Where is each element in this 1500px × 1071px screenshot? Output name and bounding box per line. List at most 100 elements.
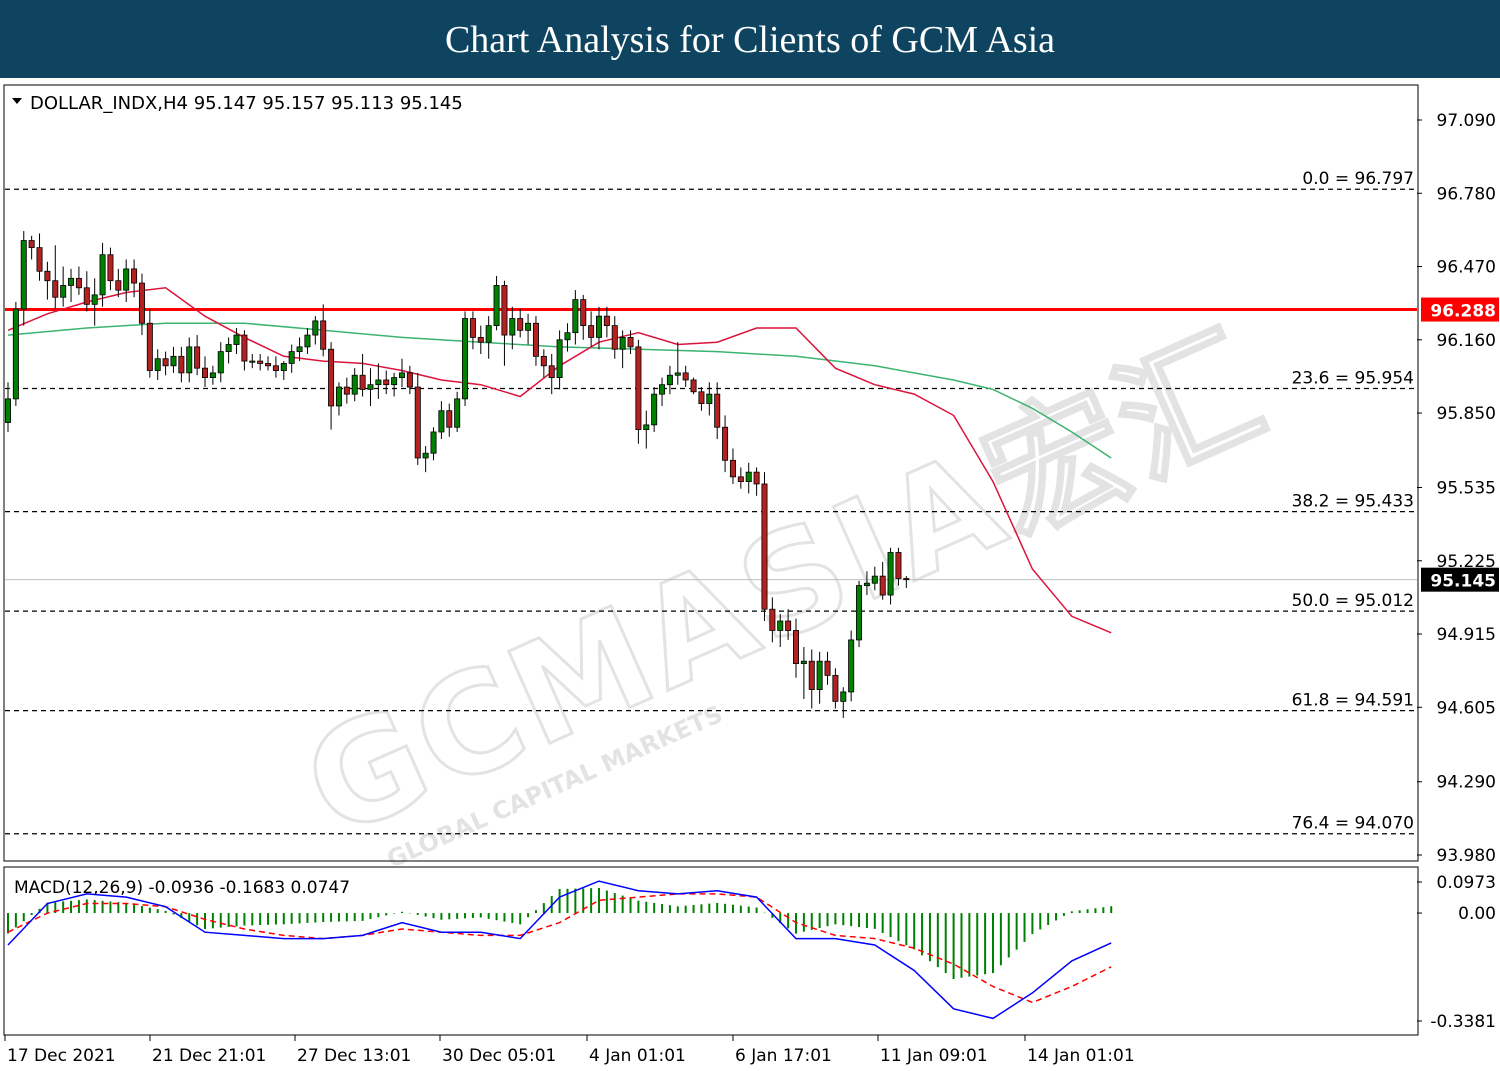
banner xyxy=(0,0,1500,78)
candle-body xyxy=(879,575,886,596)
fib-label: 50.0 = 95.012 xyxy=(1292,591,1414,611)
time-axis: 17 Dec 2021 21 Dec 21:01 27 Dec 13:01 30 De… xyxy=(4,1035,1135,1066)
candle-body xyxy=(28,240,35,249)
fib-label: 23.6 = 95.954 xyxy=(1292,368,1414,388)
time-tick-label: 17 Dec 2021 xyxy=(7,1046,116,1066)
macd-tick-label: 0.00 xyxy=(1458,904,1496,924)
candle-body xyxy=(832,674,839,702)
candle-body xyxy=(328,348,335,407)
candle-body xyxy=(99,254,106,296)
candle-body xyxy=(367,384,374,390)
candle-body xyxy=(816,660,823,690)
candle-body xyxy=(91,294,98,305)
candle-body xyxy=(706,393,713,405)
candle-body xyxy=(690,379,697,393)
time-tick-label: 11 Jan 09:01 xyxy=(880,1046,988,1066)
candle-body xyxy=(745,471,752,482)
time-tick-label: 30 Dec 05:01 xyxy=(442,1046,556,1066)
candle-body xyxy=(666,374,673,386)
candle-body xyxy=(194,346,201,369)
candle-body xyxy=(777,620,784,631)
candle-body xyxy=(186,346,193,374)
candle-body xyxy=(564,332,571,341)
candle-body xyxy=(493,285,500,327)
candle-body xyxy=(68,277,75,286)
candle-body xyxy=(540,355,547,367)
price-panel-frame xyxy=(3,84,1419,862)
fib-label: 76.4 = 94.070 xyxy=(1292,814,1414,834)
resistance-price-tag xyxy=(1421,297,1499,322)
resistance-price-label: 96.288 xyxy=(1430,302,1496,322)
macd-label: MACD(12,26,9) -0.0936 -0.1683 0.0747 xyxy=(14,878,350,898)
candle-body xyxy=(887,552,894,596)
candle-body xyxy=(296,346,303,353)
price-tick-label: 93.980 xyxy=(1437,846,1496,866)
candle-body xyxy=(477,337,484,343)
candle-body xyxy=(840,691,847,702)
fibonacci-levels: 0.0 = 96.797 23.6 = 95.954 38.2 = 95.433 50… xyxy=(5,169,1417,835)
candle-body xyxy=(36,247,43,272)
chart-dropdown-icon[interactable] xyxy=(12,98,22,104)
candle-body xyxy=(532,322,539,357)
candle-body xyxy=(375,379,382,386)
candle-body xyxy=(509,318,516,336)
candle-body xyxy=(603,315,610,327)
candle-body xyxy=(20,240,27,310)
candle-body xyxy=(280,363,287,371)
candle-body xyxy=(517,318,524,331)
chart-svg: GCMASIA宏汇 GLOBAL CAPITAL MARKETS 0.0 = 9… xyxy=(3,84,1499,1066)
macd-signal-line xyxy=(7,893,1112,1004)
candle-body xyxy=(611,325,618,350)
candle-body xyxy=(201,367,208,379)
candle-body xyxy=(107,254,114,282)
candle-body xyxy=(123,268,130,291)
candle-body xyxy=(753,471,760,485)
candle-body xyxy=(682,372,689,381)
candle-body xyxy=(659,384,666,395)
fib-label: 38.2 = 95.433 xyxy=(1292,492,1414,512)
time-tick-label: 21 Dec 21:01 xyxy=(152,1046,266,1066)
candle-body xyxy=(556,339,563,379)
candle-body xyxy=(501,285,508,336)
candle-body xyxy=(320,320,327,350)
candle-body xyxy=(257,360,264,364)
candle-body xyxy=(154,358,161,371)
candle-body xyxy=(398,372,405,379)
watermark-logo: GCMASIA宏汇 GLOBAL CAPITAL MARKETS xyxy=(281,302,1289,874)
candle-body xyxy=(75,277,82,289)
price-tick-label: 94.915 xyxy=(1437,625,1496,645)
candle-body xyxy=(635,346,642,430)
candle-body xyxy=(288,351,295,364)
current-price-label: 95.145 xyxy=(1430,572,1496,592)
price-tick-label: 94.290 xyxy=(1437,773,1496,793)
fib-label: 0.0 = 96.797 xyxy=(1302,169,1414,189)
candle-body xyxy=(856,585,863,641)
candle-body xyxy=(446,410,453,428)
candle-body xyxy=(469,318,476,338)
candle-body xyxy=(225,344,232,353)
candle-body xyxy=(217,351,224,374)
candle-body xyxy=(304,334,311,348)
candle-body xyxy=(391,377,398,386)
candle-body xyxy=(785,620,792,631)
banner-title: Chart Analysis for Clients of GCM Asia xyxy=(444,19,1056,61)
time-tick-label: 4 Jan 01:01 xyxy=(589,1046,686,1066)
candle-body xyxy=(5,398,11,423)
candle-body xyxy=(651,393,658,426)
candle-body xyxy=(343,386,350,395)
candle-body xyxy=(674,372,681,376)
candle-body xyxy=(863,582,870,586)
candle-body xyxy=(249,360,256,363)
candle-body xyxy=(462,318,469,400)
price-tick-label: 96.470 xyxy=(1437,258,1496,278)
candle-body xyxy=(52,280,59,298)
candle-body xyxy=(903,578,910,581)
candle-body xyxy=(627,337,634,348)
candle-body xyxy=(12,308,19,400)
candle-body xyxy=(737,476,744,482)
candle-body xyxy=(588,325,595,338)
candle-body xyxy=(44,270,51,282)
time-tick-label: 14 Jan 01:01 xyxy=(1027,1046,1135,1066)
candle-body xyxy=(138,282,145,324)
macd-main-line xyxy=(7,880,1112,1020)
